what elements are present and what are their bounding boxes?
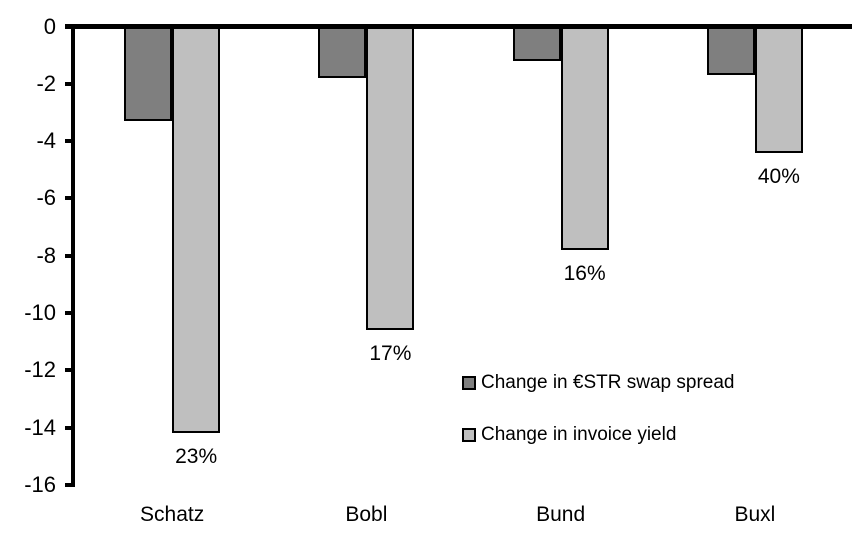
y-axis-tick (65, 425, 74, 430)
legend: Change in €STR swap spread Change in inv… (462, 372, 734, 446)
bar-change-in-str-swap-spread-bund (512, 26, 561, 61)
legend-label-swap-spread: Change in €STR swap spread (481, 372, 735, 393)
x-axis-label-buxl: Buxl (734, 503, 776, 526)
y-axis-tick-label: -4 (36, 128, 56, 154)
legend-item-swap-spread: Change in €STR swap spread (462, 372, 734, 394)
y-axis-tick (65, 311, 74, 315)
x-axis-label-bobl: Bobl (345, 503, 388, 526)
legend-label-invoice-yield: Change in invoice yield (481, 424, 677, 445)
y-axis-tick (65, 81, 74, 86)
y-axis-tick (65, 139, 74, 144)
y-axis-tick (65, 196, 74, 201)
y-axis-tick-label: -16 (24, 471, 56, 497)
y-axis-tick-label: -6 (36, 185, 56, 211)
legend-swatch-invoice-yield (462, 428, 476, 442)
y-axis-line (71, 24, 75, 487)
y-axis-tick-label: -2 (36, 70, 56, 96)
legend-swatch-swap-spread (462, 376, 476, 390)
y-axis-tick (65, 253, 74, 258)
bar-change-in-str-swap-spread-buxl (706, 26, 755, 76)
x-axis-label-bund: Bund (536, 503, 586, 526)
y-axis-tick (65, 482, 74, 487)
bar-change-in-invoice-yield-bund (560, 26, 609, 250)
bar-change-in-invoice-yield-buxl (754, 26, 803, 153)
y-axis-tick-label: -8 (36, 242, 56, 268)
bar-value-label: 23% (175, 445, 218, 469)
y-axis-tick-label: -10 (24, 300, 56, 325)
legend-item-invoice-yield: Change in invoice yield (462, 424, 734, 446)
bar-value-label: 17% (369, 342, 412, 366)
y-axis-tick-label: -14 (24, 414, 56, 440)
y-axis-tick-label: -12 (24, 357, 56, 383)
bar-change-in-invoice-yield-bobl (366, 26, 415, 331)
x-axis-label-schatz: Schatz (140, 503, 205, 526)
bar-change-in-invoice-yield-schatz (172, 26, 221, 434)
bar-change-in-str-swap-spread-schatz (124, 26, 173, 122)
y-axis-tick-label: 0 (43, 13, 56, 39)
y-axis-tick (65, 368, 74, 373)
zero-baseline (65, 24, 852, 29)
bar-change-in-str-swap-spread-bobl (318, 26, 367, 79)
bar-value-label: 16% (563, 261, 606, 285)
bar-value-label: 40% (757, 164, 800, 188)
